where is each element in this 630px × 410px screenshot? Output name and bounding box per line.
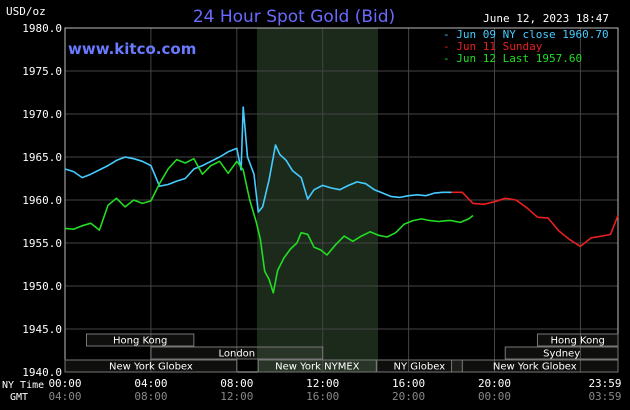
session-label: New York Globex — [493, 362, 577, 373]
gmt-tick: 16:00 — [306, 390, 339, 403]
gmt-label: GMT — [10, 392, 28, 403]
session-box-frame — [64, 359, 238, 373]
session-box: Hong Kong — [85, 333, 195, 347]
session-label: New York NYMEX — [275, 362, 360, 373]
series-line — [64, 157, 474, 294]
y-axis-unit-label: USD/oz — [6, 5, 46, 18]
chart-title: 24 Hour Spot Gold (Bid) — [193, 7, 395, 27]
session-label: Hong Kong — [113, 336, 167, 347]
gmt-tick: 12:00 — [220, 390, 253, 403]
session-box: Hong Kong — [536, 333, 619, 347]
y-tick-label: 1970.0 — [22, 108, 62, 121]
y-tick-labels: 1980.0 1975.0 1970.0 1965.0 1960.0 1955.0 1950… — [22, 22, 62, 379]
ny-time-tick: 16:00 — [392, 377, 425, 390]
session-label: Sydney — [543, 349, 580, 360]
gmt-tick: 00:00 — [478, 390, 511, 403]
session-box: NY Globex — [375, 359, 463, 373]
ny-time-tick: 23:59 — [588, 377, 621, 390]
session-box-frame — [451, 359, 619, 373]
y-tick-label: 1945.0 — [22, 323, 62, 336]
ny-time-tick: 04:00 — [134, 377, 167, 390]
session-box-frame — [85, 333, 195, 347]
gmt-tick: 04:00 — [48, 390, 81, 403]
session-box-frame — [375, 359, 463, 373]
session-label: NY Globex — [394, 362, 446, 373]
session-box: Sydney — [504, 346, 619, 360]
ny-time-tick: 20:00 — [478, 377, 511, 390]
session-layer: Hong Kong London New York Globex New York N… — [64, 333, 619, 373]
ny-time-tick: 00:00 — [48, 377, 81, 390]
y-tick-label: 1960.0 — [22, 194, 62, 207]
session-box: London — [150, 346, 324, 360]
gmt-tick: 03:59 — [588, 390, 621, 403]
y-tick-label: 1940.0 — [22, 366, 62, 379]
session-label: London — [218, 349, 255, 360]
legend-jun09: - Jun 09 NY close 1960.70 — [443, 28, 609, 41]
session-box: New York NYMEX — [257, 359, 377, 373]
site-watermark: www.kitco.com — [68, 40, 196, 58]
gmt-tick: 08:00 — [134, 390, 167, 403]
series-layer — [64, 106, 619, 294]
y-tick-label: 1965.0 — [22, 151, 62, 164]
ny-time-tick: 12:00 — [306, 377, 339, 390]
y-tick-label: 1975.0 — [22, 65, 62, 78]
timestamp: June 12, 2023 18:47 — [483, 12, 609, 25]
session-label: Hong Kong — [551, 336, 605, 347]
ny-time-label: NY Time — [2, 380, 44, 391]
y-tick-label: 1980.0 — [22, 22, 62, 35]
session-box-frame — [150, 346, 324, 360]
session-box-frame — [536, 333, 619, 347]
session-box: New York Globex — [64, 359, 238, 373]
legend-jun11: - Jun 11 Sunday — [443, 40, 543, 53]
y-tick-label: 1950.0 — [22, 280, 62, 293]
session-box: New York Globex — [451, 359, 619, 373]
gmt-tick: 20:00 — [392, 390, 425, 403]
series-line — [451, 191, 619, 248]
ny-time-tick: 08:00 — [220, 377, 253, 390]
session-label: New York Globex — [109, 362, 193, 373]
y-tick-label: 1955.0 — [22, 237, 62, 250]
legend-jun12: - Jun 12 Last 1957.60 — [443, 52, 582, 65]
x-tick-labels: 00:00 04:00 08:00 12:00 16:00 20:00 23:5904:00… — [48, 377, 621, 403]
series-line — [64, 106, 452, 213]
session-box-frame — [504, 346, 619, 360]
